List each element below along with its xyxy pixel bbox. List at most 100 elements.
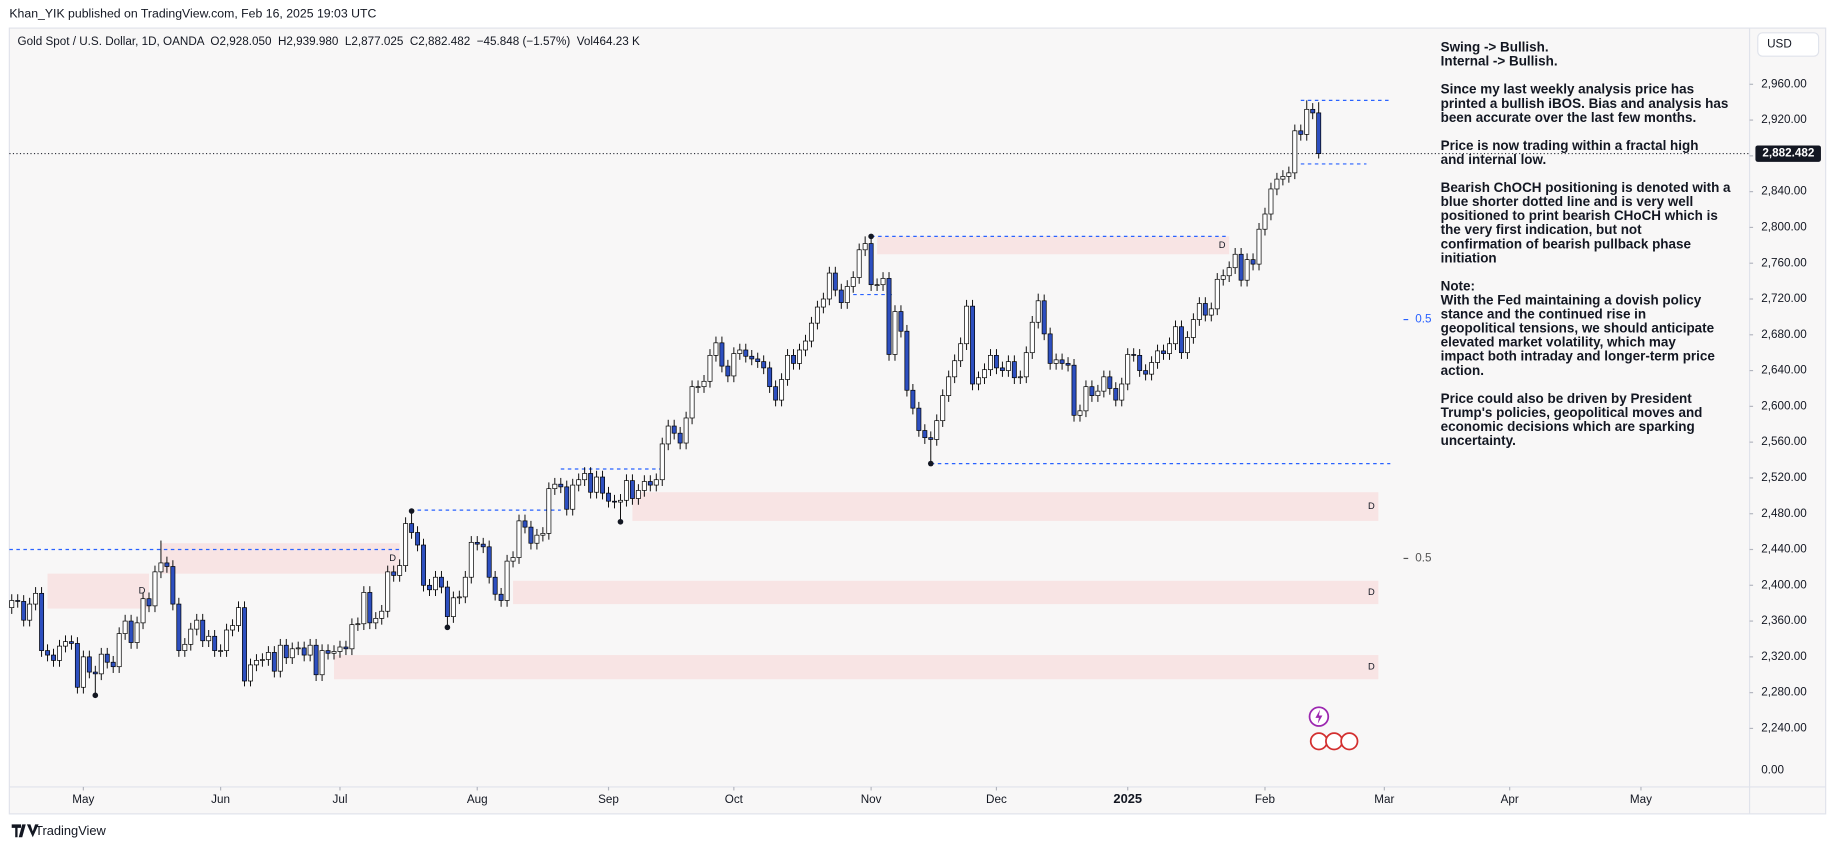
- candle-body: [271, 652, 277, 672]
- candle-body: [1083, 386, 1089, 412]
- candle-body: [1280, 176, 1286, 180]
- candle-body: [74, 643, 80, 688]
- candle-body: [242, 607, 247, 682]
- candle-body: [122, 620, 128, 634]
- candle-body: [1107, 376, 1113, 389]
- zone-label: D: [1368, 587, 1375, 597]
- candle-body: [785, 355, 791, 380]
- note-line: uncertainty.: [1441, 433, 1516, 448]
- candle-body: [361, 592, 367, 625]
- candle-body: [826, 272, 832, 300]
- note-line: geopolitical tensions, we should anticip…: [1441, 321, 1715, 336]
- y-tick-label: 2,360.00: [1761, 614, 1807, 627]
- lightning-icon: [1315, 709, 1323, 724]
- candle-body: [1101, 376, 1107, 392]
- note-line: and internal low.: [1441, 152, 1547, 167]
- candle-body: [1268, 188, 1274, 215]
- candle-body: [701, 380, 707, 388]
- candle-body: [522, 520, 528, 528]
- candle-body: [898, 311, 904, 332]
- currency-label: USD: [1767, 38, 1792, 51]
- candle-body: [916, 407, 922, 431]
- candle-body: [98, 653, 104, 675]
- candle-body: [1226, 267, 1232, 277]
- x-tick-label: Mar: [1374, 793, 1394, 806]
- candle-body: [331, 651, 337, 654]
- note-line: stance and the continued rise in: [1441, 307, 1647, 322]
- candle-body: [1095, 390, 1101, 396]
- y-tick-label: 2,400.00: [1761, 578, 1807, 591]
- pivot-dot: [408, 508, 415, 514]
- supply-demand-zone: [632, 492, 1379, 521]
- candle-body: [719, 342, 725, 367]
- flag-icon[interactable]: [1340, 732, 1359, 751]
- x-tick-label: May: [72, 793, 94, 806]
- candle-body: [116, 633, 122, 668]
- candle-body: [504, 560, 510, 601]
- candle-body: [999, 367, 1005, 371]
- candle-body: [791, 355, 796, 364]
- candle-body: [164, 562, 170, 567]
- candle-body: [80, 656, 86, 688]
- y-tick-label: 2,840.00: [1761, 185, 1807, 198]
- y-tick-label: 2,640.00: [1761, 364, 1807, 377]
- candle-body: [606, 492, 611, 502]
- candle-body: [737, 349, 743, 354]
- last-price-tag: [1755, 145, 1821, 162]
- candle-body: [1125, 354, 1131, 385]
- candle-body: [976, 377, 981, 385]
- candle-body: [15, 600, 21, 602]
- candle-body: [259, 659, 265, 661]
- candle-body: [397, 565, 403, 576]
- footer-logo: [11, 824, 39, 838]
- candle-body: [647, 481, 653, 486]
- candle-body: [1316, 112, 1322, 154]
- candle-body: [552, 483, 558, 490]
- candle-body: [635, 490, 641, 499]
- pivot-dot: [927, 460, 934, 467]
- candle-body: [146, 598, 152, 607]
- candle-body: [832, 272, 838, 291]
- currency-button[interactable]: [1757, 32, 1820, 57]
- candle-body: [540, 533, 546, 536]
- y-tick-label: 2,440.00: [1761, 543, 1807, 556]
- candle-body: [928, 437, 934, 440]
- y-tick-label: 2,760.00: [1761, 256, 1807, 269]
- candle-body: [1232, 253, 1238, 269]
- candle-body: [618, 499, 623, 503]
- candle-body: [1137, 355, 1143, 371]
- y-tick-label: 2,800.00: [1761, 221, 1807, 234]
- x-tick-label: Nov: [861, 793, 882, 806]
- candle-body: [1059, 359, 1065, 364]
- candle-body: [427, 584, 432, 591]
- x-tick-label: Jul: [333, 793, 348, 806]
- candle-body: [993, 355, 999, 369]
- candle-body: [1143, 370, 1149, 375]
- candle-body: [379, 610, 385, 619]
- flag-icon[interactable]: [1325, 732, 1344, 751]
- x-tick-label: Aug: [467, 793, 488, 806]
- candle-body: [492, 576, 498, 595]
- y-tick-label: 2,240.00: [1761, 722, 1807, 735]
- candle-body: [659, 443, 665, 481]
- note-line: Bearish ChOCH positioning is denoted wit…: [1441, 180, 1731, 195]
- note-line: action.: [1441, 363, 1484, 378]
- candle-body: [940, 395, 946, 422]
- candle-body: [570, 484, 576, 510]
- candle-body: [749, 355, 755, 360]
- candle-body: [641, 481, 647, 491]
- candle-body: [152, 571, 158, 607]
- y-tick-label: 2,720.00: [1761, 292, 1807, 305]
- y-tick-label: 2,560.00: [1761, 435, 1807, 448]
- candle-body: [856, 249, 862, 278]
- supply-demand-zone: [877, 236, 1230, 255]
- note-line: Price is now trading within a fractal hi…: [1441, 138, 1699, 153]
- pivot-dot: [617, 518, 624, 525]
- candle-body: [1041, 300, 1047, 335]
- candle-body: [1053, 359, 1059, 364]
- zone-label: D: [1368, 501, 1375, 511]
- fib-label: 0.5: [1415, 313, 1432, 326]
- candle-body: [904, 330, 910, 391]
- flag-icon[interactable]: [1309, 732, 1328, 751]
